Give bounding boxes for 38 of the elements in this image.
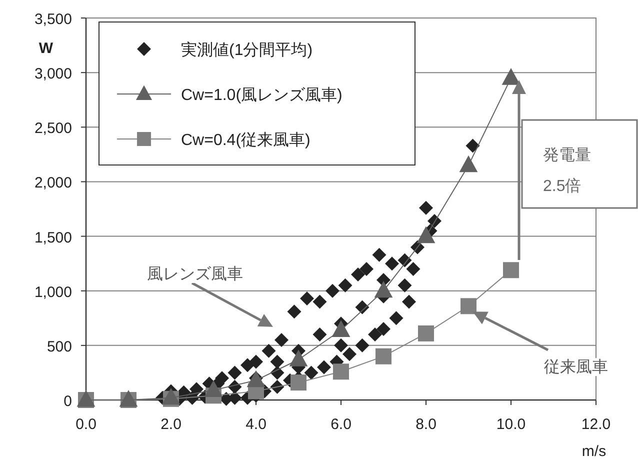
point (503, 262, 519, 278)
point (459, 155, 478, 172)
annotation: 発電量 2.5倍 (543, 147, 591, 195)
point (289, 350, 308, 366)
x-tick-label: 4.0 (246, 416, 266, 433)
point (290, 374, 306, 391)
point (374, 280, 393, 298)
y-tick-label: 2,500 (34, 120, 72, 138)
point (376, 348, 392, 364)
x-tick-label: 6.0 (330, 416, 352, 433)
annotation: 従来風車 (544, 358, 608, 376)
legend-label: Cw=1.0(風レンズ風車) (181, 86, 342, 104)
point (246, 370, 266, 388)
point (418, 325, 434, 342)
y-tick-label: 1,000 (34, 284, 72, 301)
x-tick-label: 12.0 (581, 416, 611, 433)
point (416, 226, 436, 244)
y-tick-label: 1,500 (34, 229, 72, 246)
y-axis-title: W (38, 40, 54, 57)
annotation: 風レンズ風車 (147, 265, 243, 283)
point (332, 320, 350, 337)
point (502, 68, 520, 85)
y-tick-label: 3,000 (34, 66, 72, 83)
point (204, 380, 223, 397)
x-tick-label: 10.0 (496, 416, 526, 433)
point (162, 388, 180, 405)
legend-label: 実測値(1分間平均) (181, 41, 313, 59)
point (460, 298, 476, 314)
x-axis-title: m/s (582, 443, 606, 459)
y-tick-label: 500 (46, 338, 72, 356)
x-tick-label: 0.0 (76, 416, 96, 433)
legend-label: Cw=0.4(従来風車) (181, 131, 310, 149)
x-tick-label: 8.0 (416, 416, 436, 433)
y-tick-label: 0 (64, 393, 72, 410)
y-tick-label: 2,000 (34, 174, 72, 192)
y-tick-label: 3,500 (34, 11, 72, 28)
point (333, 364, 349, 380)
x-tick-label: 2.0 (160, 416, 182, 433)
